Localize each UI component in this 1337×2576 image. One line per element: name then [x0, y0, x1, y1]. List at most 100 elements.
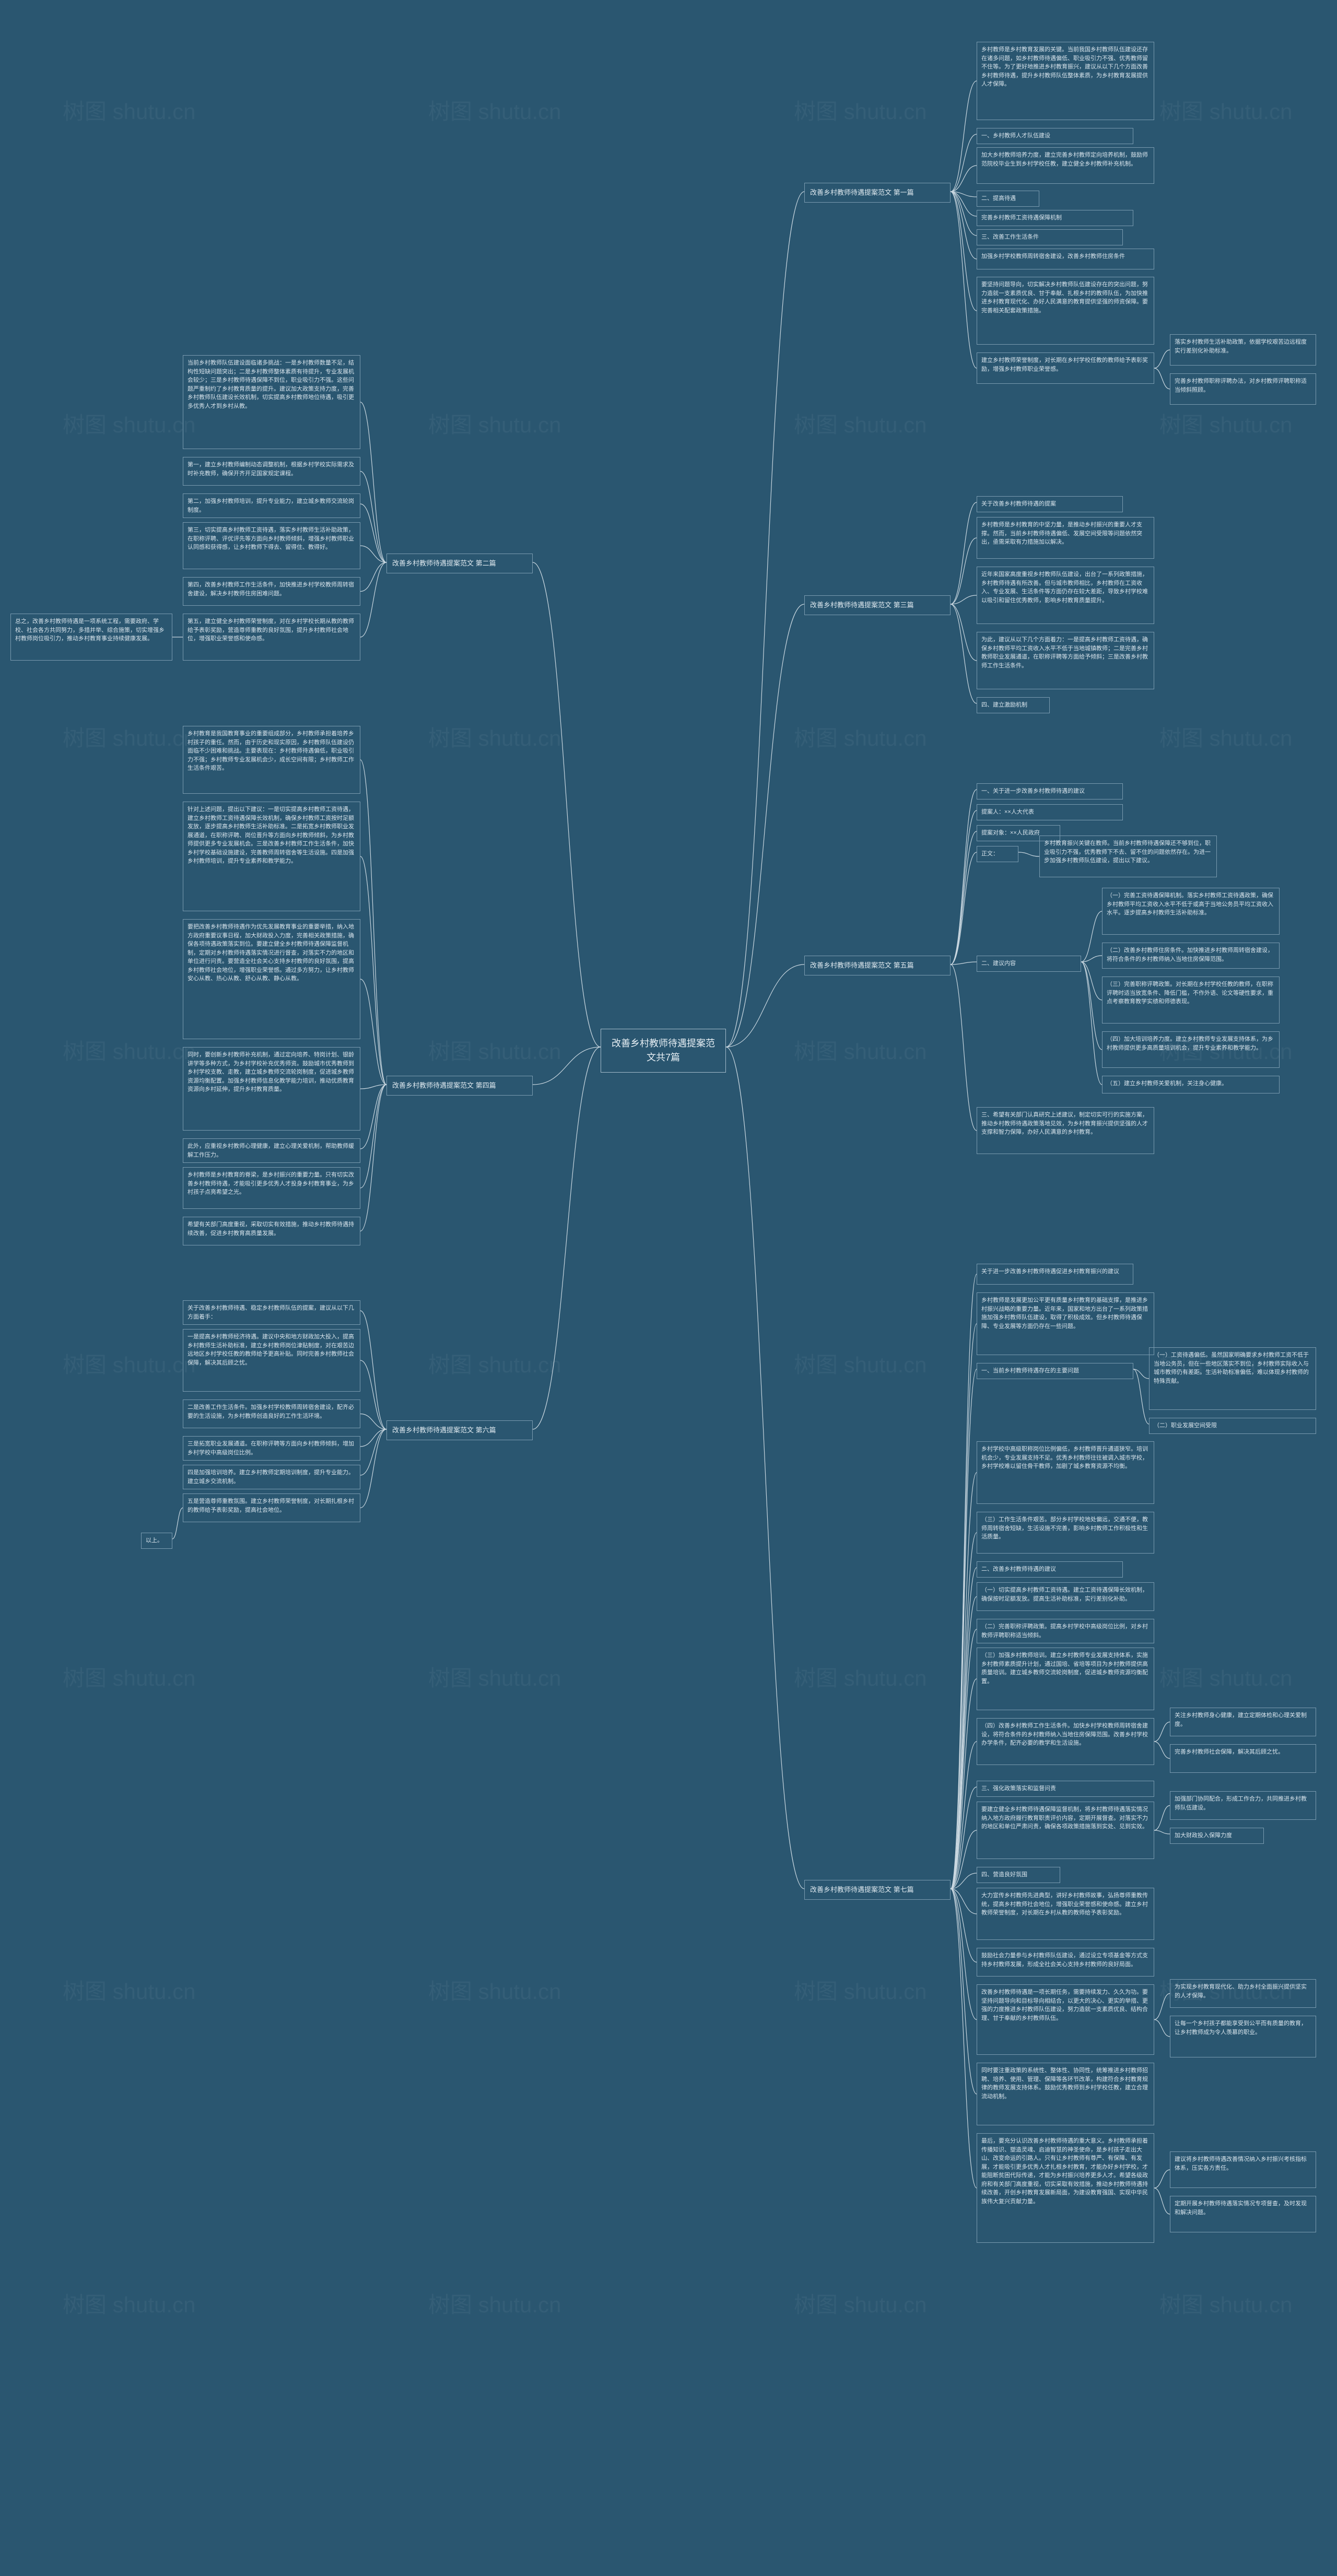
watermark: 树图 shutu.cn: [794, 1034, 926, 1066]
watermark: 树图 shutu.cn: [428, 1661, 561, 1692]
leaf-node: 二是改善工作生活条件。加强乡村学校教师周转宿舍建设，配齐必要的生活设施，为乡村教…: [183, 1399, 360, 1428]
watermark: 树图 shutu.cn: [63, 2287, 195, 2319]
leaf-node: 希望有关部门高度重视，采取切实有效措施，推动乡村教师待遇持续改善，促进乡村教育高…: [183, 1217, 360, 1245]
leaf-node: 四、建立激励机制: [977, 697, 1050, 713]
leaf-node: 乡村教育是我国教育事业的重要组成部分，乡村教师承担着培养乡村孩子的重任。然而，由…: [183, 726, 360, 794]
watermark: 树图 shutu.cn: [63, 1974, 195, 2006]
mindmap-canvas: 树图 shutu.cn 树图 shutu.cn 树图 shutu.cn 树图 shut…: [0, 0, 1337, 2576]
watermark: 树图 shutu.cn: [428, 721, 561, 752]
watermark: 树图 shutu.cn: [63, 1661, 195, 1692]
leaf-node: 四、营造良好氛围: [977, 1867, 1060, 1883]
leaf-node: （三）工作生活条件艰苦。部分乡村学校地处偏远，交通不便，教师周转宿舍短缺，生活设…: [977, 1512, 1154, 1554]
watermark: 树图 shutu.cn: [63, 407, 195, 439]
leaf-node: 定期开展乡村教师待遇落实情况专项督查，及时发现和解决问题。: [1170, 2196, 1316, 2232]
branch-node: 改善乡村教师待遇提案范文 第二篇: [386, 554, 533, 573]
leaf-node: （三）完善职称评聘政策。对长期在乡村学校任教的教师，在职称评聘时适当放宽条件、降…: [1102, 977, 1280, 1024]
leaf-node: 完善乡村教师职称评聘办法，对乡村教师评聘职称适当倾斜照顾。: [1170, 373, 1316, 405]
leaf-node: 建立乡村教师荣誉制度，对长期在乡村学校任教的教师给予表彰奖励，增强乡村教师职业荣…: [977, 352, 1154, 384]
watermark: 树图 shutu.cn: [63, 1347, 195, 1379]
leaf-node: 一、乡村教师人才队伍建设: [977, 128, 1133, 144]
leaf-node: （五）建立乡村教师关爱机制，关注身心健康。: [1102, 1076, 1280, 1093]
leaf-node: （一）工资待遇偏低。虽然国家明确要求乡村教师工资不低于当地公务员，但在一些地区落…: [1149, 1347, 1316, 1410]
leaf-node: 要把改善乡村教师待遇作为优先发展教育事业的重要举措，纳入地方政府重要议事日程，加…: [183, 919, 360, 1039]
leaf-node: 乡村教育振兴关键在教师。当前乡村教师待遇保障还不够到位，职业吸引力不强，优秀教师…: [1039, 836, 1217, 877]
leaf-node: 当前乡村教师队伍建设面临诸多挑战：一是乡村教师数量不足，结构性短缺问题突出；二是…: [183, 355, 360, 449]
watermark: 树图 shutu.cn: [63, 1034, 195, 1066]
leaf-node: （一）切实提高乡村教师工资待遇。建立工资待遇保障长效机制，确保按时足额发放。提高…: [977, 1582, 1154, 1611]
leaf-node: 一、当前乡村教师待遇存在的主要问题: [977, 1363, 1133, 1379]
leaf-node: 正文：: [977, 846, 1018, 862]
leaf-node: 五是营造尊师重教氛围。建立乡村教师荣誉制度，对长期扎根乡村的教师给予表彰奖励，提…: [183, 1493, 360, 1522]
leaf-node: 一是提高乡村教师经济待遇。建议中央和地方财政加大投入，提高乡村教师生活补助标准，…: [183, 1329, 360, 1392]
leaf-node: 关于改善乡村教师待遇的提案: [977, 496, 1123, 512]
root-node: 改善乡村教师待遇提案范 文共7篇: [601, 1029, 726, 1073]
watermark: 树图 shutu.cn: [794, 2287, 926, 2319]
leaf-node: 同时要注重政策的系统性、整体性、协同性，统筹推进乡村教师招聘、培养、使用、管理、…: [977, 2063, 1154, 2125]
leaf-node: 此外，应重视乡村教师心理健康，建立心理关爱机制，帮助教师缓解工作压力。: [183, 1138, 360, 1163]
branch-node: 改善乡村教师待遇提案范文 第六篇: [386, 1420, 533, 1440]
leaf-node: 二、提高待遇: [977, 191, 1039, 207]
watermark: 树图 shutu.cn: [63, 721, 195, 752]
leaf-node: 三是拓宽职业发展通道。在职称评聘等方面向乡村教师倾斜，增加乡村学校中高级岗位比例…: [183, 1436, 360, 1461]
leaf-node: 鼓励社会力量参与乡村教师队伍建设，通过设立专项基金等方式支持乡村教师发展，形成全…: [977, 1948, 1154, 1977]
watermark: 树图 shutu.cn: [428, 1974, 561, 2006]
leaf-node: 第二，加强乡村教师培训，提升专业能力，建立城乡教师交流轮岗制度。: [183, 493, 360, 518]
leaf-node: 最后，要充分认识改善乡村教师待遇的重大意义。乡村教师承担着传播知识、塑造灵魂、启…: [977, 2133, 1154, 2243]
leaf-node: 加大财政投入保障力度: [1170, 1828, 1264, 1844]
leaf-node: （一）完善工资待遇保障机制。落实乡村教师工资待遇政策，确保乡村教师平均工资收入水…: [1102, 888, 1280, 935]
leaf-node: （二）改善乡村教师住房条件。加快推进乡村教师周转宿舍建设，将符合条件的乡村教师纳…: [1102, 943, 1280, 969]
leaf-node: 加强部门协同配合，形成工作合力，共同推进乡村教师队伍建设。: [1170, 1791, 1316, 1820]
leaf-node: 第四，改善乡村教师工作生活条件，加快推进乡村学校教师周转宿舍建设，解决乡村教师住…: [183, 577, 360, 606]
leaf-node: 针对上述问题，提出以下建议：一是切实提高乡村教师工资待遇，建立乡村教师工资待遇保…: [183, 802, 360, 911]
watermark: 树图 shutu.cn: [1159, 1661, 1292, 1692]
leaf-node: （三）加强乡村教师培训。建立乡村教师专业发展支持体系，实施乡村教师素质提升计划，…: [977, 1648, 1154, 1710]
leaf-node: 同时，要创新乡村教师补充机制，通过定向培养、特岗计划、银龄讲学等多种方式，为乡村…: [183, 1047, 360, 1131]
leaf-node: 一、关于进一步改善乡村教师待遇的建议: [977, 783, 1123, 799]
leaf-node: 加强乡村学校教师周转宿舍建设，改善乡村教师住房条件: [977, 249, 1154, 269]
leaf-node: 完善乡村教师工资待遇保障机制: [977, 210, 1133, 226]
leaf-node: 让每一个乡村孩子都能享受到公平而有质量的教育，让乡村教师成为令人羡慕的职业。: [1170, 2016, 1316, 2057]
leaf-node: （四）加大培训培养力度。建立乡村教师专业发展支持体系，为乡村教师提供更多高质量培…: [1102, 1031, 1280, 1068]
leaf-node: 四是加强培训培养。建立乡村教师定期培训制度，提升专业能力。建立城乡交流机制。: [183, 1465, 360, 1489]
branch-node: 改善乡村教师待遇提案范文 第三篇: [804, 595, 951, 615]
leaf-node: 乡村教师是乡村教育发展的关键。当前我国乡村教师队伍建设还存在诸多问题，如乡村教师…: [977, 42, 1154, 120]
leaf-node: 乡村学校中高级职称岗位比例偏低，乡村教师晋升通道狭窄。培训机会少，专业发展支持不…: [977, 1441, 1154, 1504]
branch-node: 改善乡村教师待遇提案范文 第五篇: [804, 956, 951, 975]
watermark: 树图 shutu.cn: [794, 407, 926, 439]
watermark: 树图 shutu.cn: [794, 94, 926, 126]
leaf-node: 建议将乡村教师待遇改善情况纳入乡村振兴考核指标体系，压实各方责任。: [1170, 2151, 1316, 2188]
watermark: 树图 shutu.cn: [1159, 721, 1292, 752]
leaf-node: 三、改善工作生活条件: [977, 229, 1123, 245]
leaf-node: （二）完善职称评聘政策。提高乡村学校中高级岗位比例，对乡村教师评聘职称适当倾斜。: [977, 1619, 1154, 1643]
branch-node: 改善乡村教师待遇提案范文 第七篇: [804, 1880, 951, 1900]
leaf-node: 乡村教师是乡村教育的中坚力量，是推动乡村振兴的重要人才支撑。然而，当前乡村教师待…: [977, 517, 1154, 559]
branch-node: 改善乡村教师待遇提案范文 第四篇: [386, 1076, 533, 1096]
leaf-node: 第五，建立健全乡村教师荣誉制度，对在乡村学校长期从教的教师给予表彰奖励，营造尊师…: [183, 614, 360, 661]
watermark: 树图 shutu.cn: [1159, 2287, 1292, 2319]
leaf-node: 要建立健全乡村教师待遇保障监督机制，将乡村教师待遇落实情况纳入地方政府履行教育职…: [977, 1802, 1154, 1859]
leaf-node: 乡村教师是发展更加公平更有质量乡村教育的基础支撑，是推进乡村振兴战略的重要力量。…: [977, 1292, 1154, 1355]
leaf-node: （四）改善乡村教师工作生活条件。加快乡村学校教师周转宿舍建设，将符合条件的乡村教…: [977, 1718, 1154, 1765]
leaf-node: 改善乡村教师待遇是一项长期任务，需要持续发力、久久为功。要坚持问题导向和目标导向…: [977, 1984, 1154, 2055]
leaf-node: 为此，建议从以下几个方面着力：一是提高乡村教师工资待遇，确保乡村教师平均工资收入…: [977, 632, 1154, 689]
leaf-node: 为实现乡村教育现代化、助力乡村全面振兴提供坚实的人才保障。: [1170, 1979, 1316, 2008]
watermark: 树图 shutu.cn: [63, 94, 195, 126]
leaf-node: 第一，建立乡村教师编制动态调整机制，根据乡村学校实际需求及时补充教师，确保开齐开…: [183, 457, 360, 486]
leaf-node: 加大乡村教师培养力度，建立完善乡村教师定向培养机制，鼓励师范院校毕业生到乡村学校…: [977, 147, 1154, 184]
watermark: 树图 shutu.cn: [428, 407, 561, 439]
leaf-node: 二、改善乡村教师待遇的建议: [977, 1561, 1123, 1578]
watermark: 树图 shutu.cn: [794, 1974, 926, 2006]
leaf-node: 三、强化政策落实和监督问责: [977, 1781, 1154, 1797]
watermark: 树图 shutu.cn: [428, 94, 561, 126]
watermark: 树图 shutu.cn: [1159, 94, 1292, 126]
leaf-node: 乡村教师是乡村教育的脊梁，是乡村振兴的重要力量。只有切实改善乡村教师待遇，才能吸…: [183, 1167, 360, 1209]
leaf-node: 提案人：××人大代表: [977, 804, 1123, 820]
leaf-node: 以上。: [141, 1533, 172, 1549]
leaf-node: 关于进一步改善乡村教师待遇促进乡村教育振兴的建议: [977, 1264, 1133, 1285]
leaf-node: 关注乡村教师身心健康，建立定期体检和心理关爱制度。: [1170, 1708, 1316, 1736]
leaf-node: 三、希望有关部门认真研究上述建议，制定切实可行的实施方案，推动乡村教师待遇政策落…: [977, 1107, 1154, 1154]
watermark: 树图 shutu.cn: [794, 1661, 926, 1692]
leaf-node: 近年来国家高度重视乡村教师队伍建设，出台了一系列政策措施，乡村教师待遇有所改善。…: [977, 567, 1154, 624]
leaf-node: 关于改善乡村教师待遇、稳定乡村教师队伍的提案，建议从以下几方面着手：: [183, 1300, 360, 1325]
leaf-node: 二、建议内容: [977, 956, 1081, 972]
